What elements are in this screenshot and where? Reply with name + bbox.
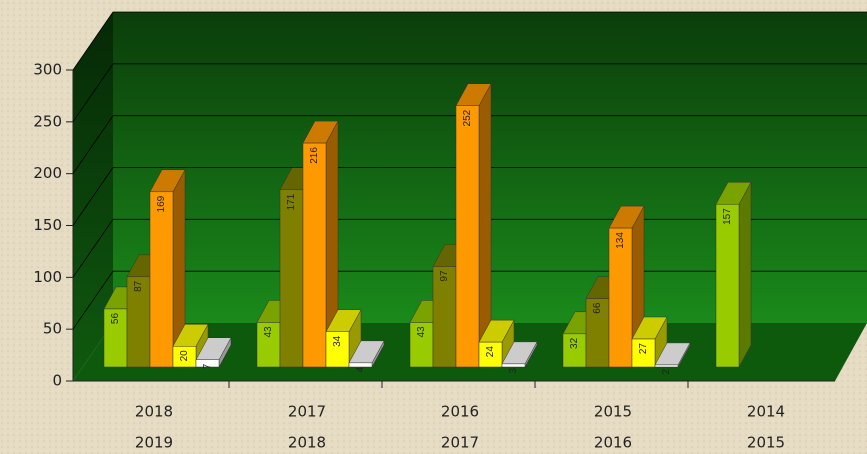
bar <box>654 364 679 368</box>
x-tick-label: 2015 <box>594 403 632 421</box>
bar <box>631 338 656 368</box>
value-label: 2 <box>661 368 672 374</box>
y-tick-label: 0 <box>52 372 62 390</box>
x-tick-label: 2018 <box>288 434 326 452</box>
bar <box>715 203 740 368</box>
y-tick-label: 250 <box>33 112 62 130</box>
value-label: 43 <box>416 326 427 338</box>
bar <box>478 341 503 368</box>
grid-line <box>72 167 114 226</box>
x-tick-label: 2015 <box>747 434 785 452</box>
bar <box>348 362 373 368</box>
y-tick-label: 150 <box>33 216 62 234</box>
y-tick-label: 100 <box>33 268 62 286</box>
value-label: 87 <box>133 280 144 292</box>
value-label: 43 <box>263 326 274 338</box>
value-label: 4 <box>355 366 366 372</box>
value-label: 169 <box>156 195 167 212</box>
bar <box>149 191 174 368</box>
y-tick-label: 200 <box>33 164 62 182</box>
x-tick-label: 2016 <box>594 434 632 452</box>
value-label: 24 <box>485 346 496 358</box>
value-label: 66 <box>592 302 603 314</box>
grid-line <box>72 115 114 174</box>
y-tick-label: 50 <box>43 320 62 338</box>
value-label: 97 <box>439 270 450 282</box>
bar <box>455 105 480 368</box>
grid-line <box>72 63 114 123</box>
x-tick-label: 2017 <box>441 434 479 452</box>
value-label: 27 <box>638 343 649 355</box>
bar <box>501 363 526 368</box>
y-tick-label: 300 <box>33 61 62 79</box>
value-label: 32 <box>569 337 580 349</box>
x-tick-label: 2019 <box>135 434 173 452</box>
bar <box>172 346 197 368</box>
bar <box>302 142 327 368</box>
bar-side <box>738 182 752 368</box>
value-label: 157 <box>722 208 733 225</box>
value-label: 34 <box>332 335 343 347</box>
x-tick-label: 2018 <box>135 403 173 421</box>
value-label: 56 <box>110 313 121 325</box>
value-label: 3 <box>508 367 519 373</box>
value-label: 216 <box>309 147 320 164</box>
value-label: 171 <box>286 193 297 210</box>
grid-line <box>72 270 114 330</box>
value-label: 134 <box>615 232 626 249</box>
grid-line <box>72 11 114 71</box>
x-tick-label: 2016 <box>441 403 479 421</box>
grid-line <box>72 219 114 278</box>
value-label: 20 <box>179 350 190 362</box>
bar <box>195 359 220 368</box>
bar <box>325 331 350 368</box>
bar <box>279 189 304 368</box>
x-tick-label: 2017 <box>288 403 326 421</box>
value-label: 7 <box>202 363 213 369</box>
bar <box>608 227 633 368</box>
value-label: 252 <box>462 109 473 126</box>
x-tick-label: 2014 <box>747 403 785 421</box>
